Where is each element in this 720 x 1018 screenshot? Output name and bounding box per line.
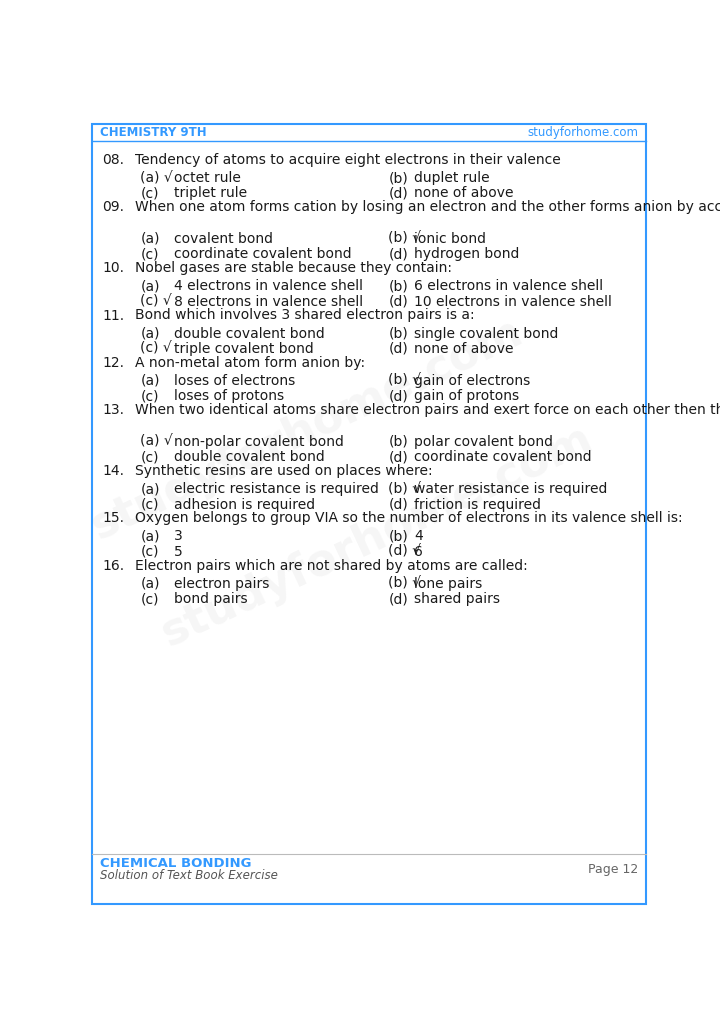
- Text: (a): (a): [140, 327, 160, 341]
- Text: (d): (d): [388, 342, 408, 356]
- Text: 10.: 10.: [102, 262, 125, 275]
- Text: double covalent bond: double covalent bond: [174, 450, 325, 464]
- Text: (b) √: (b) √: [388, 374, 421, 388]
- Text: 14.: 14.: [102, 464, 125, 478]
- Text: (c): (c): [140, 545, 159, 559]
- Text: Electron pairs which are not shared by atoms are called:: Electron pairs which are not shared by a…: [135, 559, 528, 573]
- Text: (a): (a): [140, 529, 160, 544]
- Text: none of above: none of above: [414, 342, 513, 356]
- Text: Solution of Text Book Exercise: Solution of Text Book Exercise: [100, 868, 278, 882]
- Text: (a) √: (a) √: [140, 435, 173, 449]
- Text: 12.: 12.: [102, 356, 125, 370]
- Text: (c): (c): [140, 186, 159, 201]
- Text: When one atom forms cation by losing an electron and the other forms anion by ac: When one atom forms cation by losing an …: [135, 201, 720, 215]
- Text: (b): (b): [388, 529, 408, 544]
- Text: polar covalent bond: polar covalent bond: [414, 435, 553, 449]
- Text: (d): (d): [388, 498, 408, 511]
- Text: (b) √: (b) √: [388, 232, 421, 246]
- Text: When two identical atoms share electron pairs and exert force on each other then: When two identical atoms share electron …: [135, 403, 720, 417]
- Text: triplet rule: triplet rule: [174, 186, 247, 201]
- Text: studyforhome.com: studyforhome.com: [84, 309, 530, 548]
- Text: (d): (d): [388, 389, 408, 403]
- Text: friction is required: friction is required: [414, 498, 541, 511]
- Text: (b): (b): [388, 171, 408, 185]
- Text: studyforhome.com: studyforhome.com: [527, 125, 638, 138]
- Text: ionic bond: ionic bond: [414, 232, 486, 246]
- Text: (a): (a): [140, 577, 160, 590]
- Text: (a): (a): [140, 374, 160, 388]
- Text: Oxygen belongs to group VIA so the number of electrons in its valence shell is:: Oxygen belongs to group VIA so the numbe…: [135, 511, 683, 525]
- Text: octet rule: octet rule: [174, 171, 240, 185]
- Text: 6 electrons in valence shell: 6 electrons in valence shell: [414, 279, 603, 293]
- Text: 3: 3: [174, 529, 182, 544]
- Text: (a): (a): [140, 483, 160, 496]
- Text: 6: 6: [414, 545, 423, 559]
- Text: (b): (b): [388, 435, 408, 449]
- Text: (b) √: (b) √: [388, 577, 421, 590]
- Text: 13.: 13.: [102, 403, 125, 417]
- Text: (b): (b): [388, 279, 408, 293]
- Text: Nobel gases are stable because they contain:: Nobel gases are stable because they cont…: [135, 262, 452, 275]
- Text: 10 electrons in valence shell: 10 electrons in valence shell: [414, 294, 612, 308]
- Text: triple covalent bond: triple covalent bond: [174, 342, 313, 356]
- Text: A non-metal atom form anion by:: A non-metal atom form anion by:: [135, 356, 365, 370]
- Text: (a) √: (a) √: [140, 171, 173, 185]
- Text: (c) √: (c) √: [140, 342, 172, 356]
- Text: water resistance is required: water resistance is required: [414, 483, 608, 496]
- Text: Synthetic resins are used on places where:: Synthetic resins are used on places wher…: [135, 464, 433, 478]
- Text: hydrogen bond: hydrogen bond: [414, 247, 519, 262]
- Text: CHEMISTRY 9TH: CHEMISTRY 9TH: [100, 125, 207, 138]
- Text: (d): (d): [388, 450, 408, 464]
- Text: (d): (d): [388, 294, 408, 308]
- Text: covalent bond: covalent bond: [174, 232, 273, 246]
- Text: CHEMICAL BONDING: CHEMICAL BONDING: [100, 857, 251, 870]
- Text: double covalent bond: double covalent bond: [174, 327, 325, 341]
- Text: lone pairs: lone pairs: [414, 577, 482, 590]
- Text: (b): (b): [388, 327, 408, 341]
- Text: loses of electrons: loses of electrons: [174, 374, 295, 388]
- Text: 15.: 15.: [102, 511, 125, 525]
- Text: none of above: none of above: [414, 186, 513, 201]
- Text: bond pairs: bond pairs: [174, 592, 248, 607]
- Text: 4: 4: [414, 529, 423, 544]
- Text: 4 electrons in valence shell: 4 electrons in valence shell: [174, 279, 363, 293]
- Text: (c): (c): [140, 450, 159, 464]
- Text: single covalent bond: single covalent bond: [414, 327, 558, 341]
- Text: (c): (c): [140, 592, 159, 607]
- Text: 08.: 08.: [102, 153, 125, 167]
- Text: Bond which involves 3 shared electron pairs is a:: Bond which involves 3 shared electron pa…: [135, 308, 474, 323]
- Text: (d) √: (d) √: [388, 545, 421, 559]
- Text: gain of protons: gain of protons: [414, 389, 519, 403]
- Text: (c): (c): [140, 247, 159, 262]
- Text: adhesion is required: adhesion is required: [174, 498, 315, 511]
- Text: (d): (d): [388, 592, 408, 607]
- Text: studyforhome.com: studyforhome.com: [154, 417, 599, 656]
- Text: loses of protons: loses of protons: [174, 389, 284, 403]
- Text: 09.: 09.: [102, 201, 125, 215]
- Text: (c): (c): [140, 389, 159, 403]
- Text: (c) √: (c) √: [140, 294, 172, 308]
- Text: duplet rule: duplet rule: [414, 171, 490, 185]
- Text: (a): (a): [140, 232, 160, 246]
- Text: (d): (d): [388, 186, 408, 201]
- Text: Page 12: Page 12: [588, 863, 638, 876]
- Text: shared pairs: shared pairs: [414, 592, 500, 607]
- Text: (a): (a): [140, 279, 160, 293]
- Text: Tendency of atoms to acquire eight electrons in their valence: Tendency of atoms to acquire eight elect…: [135, 153, 561, 167]
- Text: non-polar covalent bond: non-polar covalent bond: [174, 435, 343, 449]
- Text: 11.: 11.: [102, 308, 125, 323]
- Text: (c): (c): [140, 498, 159, 511]
- Text: coordinate covalent bond: coordinate covalent bond: [174, 247, 351, 262]
- Text: electron pairs: electron pairs: [174, 577, 269, 590]
- Text: (d): (d): [388, 247, 408, 262]
- Text: gain of electrons: gain of electrons: [414, 374, 530, 388]
- Text: electric resistance is required: electric resistance is required: [174, 483, 379, 496]
- Text: coordinate covalent bond: coordinate covalent bond: [414, 450, 592, 464]
- Text: 5: 5: [174, 545, 182, 559]
- Text: (b) √: (b) √: [388, 483, 421, 496]
- Text: 8 electrons in valence shell: 8 electrons in valence shell: [174, 294, 363, 308]
- Text: 16.: 16.: [102, 559, 125, 573]
